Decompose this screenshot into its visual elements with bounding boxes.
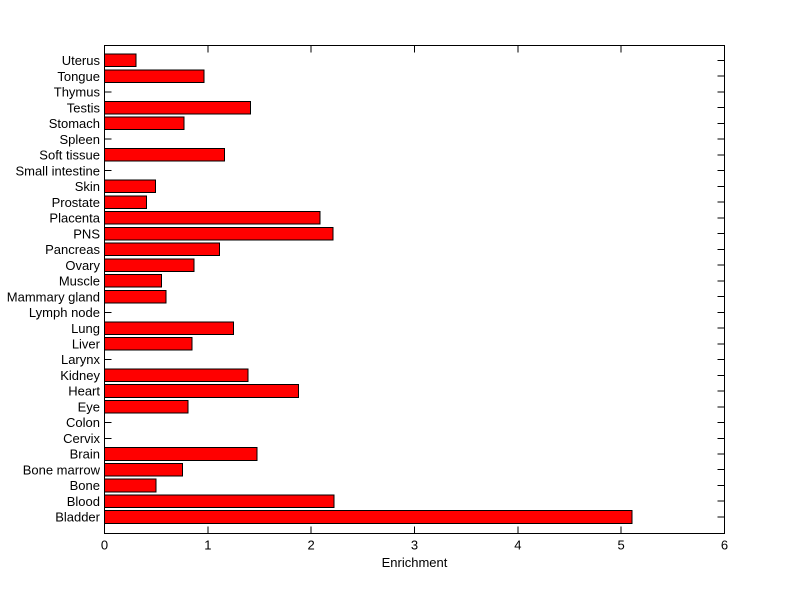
svg-text:Eye: Eye bbox=[78, 399, 100, 414]
svg-text:Mammary gland: Mammary gland bbox=[7, 289, 100, 304]
svg-text:Brain: Brain bbox=[70, 447, 100, 462]
svg-text:0: 0 bbox=[101, 538, 108, 553]
svg-text:Ovary: Ovary bbox=[65, 258, 100, 273]
svg-text:1: 1 bbox=[204, 538, 211, 553]
svg-text:6: 6 bbox=[721, 538, 728, 553]
svg-text:Cervix: Cervix bbox=[63, 431, 100, 446]
svg-text:Lung: Lung bbox=[71, 321, 100, 336]
svg-text:Liver: Liver bbox=[72, 337, 101, 352]
svg-text:Heart: Heart bbox=[68, 384, 100, 399]
svg-text:Muscle: Muscle bbox=[59, 274, 100, 289]
svg-text:Thymus: Thymus bbox=[54, 85, 101, 100]
svg-text:4: 4 bbox=[514, 538, 521, 553]
svg-text:Blood: Blood bbox=[67, 494, 100, 509]
svg-text:Bone: Bone bbox=[70, 478, 100, 493]
svg-text:Tongue: Tongue bbox=[57, 69, 100, 84]
svg-text:Bladder: Bladder bbox=[55, 510, 100, 525]
svg-text:Uterus: Uterus bbox=[62, 53, 101, 68]
svg-text:Kidney: Kidney bbox=[60, 368, 100, 383]
svg-text:Pancreas: Pancreas bbox=[45, 242, 100, 257]
svg-text:Soft tissue: Soft tissue bbox=[39, 148, 100, 163]
svg-text:Larynx: Larynx bbox=[61, 352, 101, 367]
svg-text:Stomach: Stomach bbox=[49, 116, 100, 131]
svg-text:Colon: Colon bbox=[66, 415, 100, 430]
svg-text:Prostate: Prostate bbox=[52, 195, 100, 210]
svg-text:Testis: Testis bbox=[67, 100, 101, 115]
svg-text:5: 5 bbox=[618, 538, 625, 553]
svg-text:2: 2 bbox=[308, 538, 315, 553]
svg-text:Spleen: Spleen bbox=[60, 132, 100, 147]
svg-text:PNS: PNS bbox=[73, 226, 100, 241]
svg-text:Small intestine: Small intestine bbox=[15, 163, 100, 178]
svg-text:Enrichment: Enrichment bbox=[382, 555, 448, 570]
svg-text:Placenta: Placenta bbox=[49, 211, 100, 226]
svg-text:3: 3 bbox=[411, 538, 418, 553]
svg-text:Skin: Skin bbox=[75, 179, 100, 194]
svg-text:Bone marrow: Bone marrow bbox=[23, 462, 101, 477]
svg-text:Lymph node: Lymph node bbox=[29, 305, 100, 320]
